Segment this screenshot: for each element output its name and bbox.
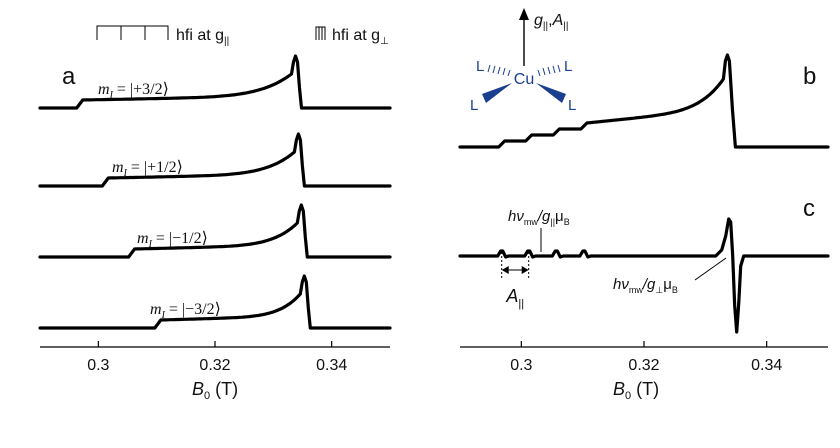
panel-b-label: b xyxy=(803,63,816,90)
g-symbol: g xyxy=(534,12,543,29)
ann-par-g-sub: || xyxy=(550,217,555,227)
panel-a-series-2-curve xyxy=(38,132,392,188)
ann-perp-slash-g: /g xyxy=(642,276,656,293)
ann-par-h: hν xyxy=(508,208,524,225)
panel-c-tick-label-0: 0.3 xyxy=(510,357,532,374)
a-sub: || xyxy=(563,21,568,32)
a-parallel-symbol: A xyxy=(505,286,518,306)
ann-perp-g-sub: ⊥ xyxy=(655,285,663,295)
ligand-label-front-right: L xyxy=(568,97,576,114)
panel-a-series-3-label: mI = |−1/2⟩ xyxy=(137,230,208,250)
a-parallel-spacing-marker: A|| xyxy=(501,252,530,310)
panel-c-x-label-symbol: B xyxy=(613,379,625,399)
hfi-parallel-stick-pattern xyxy=(96,25,169,40)
a-symbol: A xyxy=(552,12,564,29)
hfi-perp-label: hfi at g xyxy=(332,27,380,44)
annotation-parallel-resonance: hνmw/g||μB xyxy=(508,208,570,252)
ann-par-mu-sub: B xyxy=(564,217,570,227)
panel-c: c hνmw/g||μB hνmw/g⊥μB A|| xyxy=(458,195,830,402)
svg-text:hνmw/g⊥μB: hνmw/g⊥μB xyxy=(613,276,678,295)
panel-c-x-label-unit: (T) xyxy=(631,379,659,399)
ann-perp-h: hν xyxy=(613,276,629,293)
hfi-perp-stick-pattern xyxy=(315,26,326,40)
panel-a-series: mI = |+3/2⟩ mI = |+1/2⟩ mI = |−1/2⟩ mI = |−… xyxy=(38,54,392,330)
g-parallel-axis-arrowhead xyxy=(519,8,529,20)
svg-text:hνmw/g||μB: hνmw/g||μB xyxy=(508,208,570,227)
hfi-perp-sub: ⊥ xyxy=(380,36,389,47)
panel-c-x-label: B0 (T) xyxy=(613,379,659,402)
panel-c-x-ticks: 0.3 0.32 0.34 xyxy=(510,341,782,374)
ann-par-slash-g: /g xyxy=(537,208,551,225)
panel-a-x-label-unit: (T) xyxy=(210,379,238,399)
panel-b: g||,A|| Cu L L L L b xyxy=(458,8,830,149)
wedge-bond-right xyxy=(536,83,566,103)
ann-perp-mu-sub: B xyxy=(672,285,678,295)
panel-a-x-label-symbol: B xyxy=(192,379,204,399)
panel-b-absorption-curve xyxy=(458,53,830,149)
panel-a-series-2-label: mI = |+1/2⟩ xyxy=(112,159,183,179)
hfi-parallel-legend: hfi at g|| xyxy=(96,25,229,47)
hashed-bond-right xyxy=(537,64,561,77)
panel-a-label: a xyxy=(62,63,76,90)
panel-c-derivative-curve xyxy=(458,217,830,334)
a-parallel-label: A|| xyxy=(505,286,524,310)
g-a-axis-label: g||,A|| xyxy=(534,12,568,32)
panel-a-tick-label-2: 0.34 xyxy=(316,357,347,374)
panel-a-series-1-label: mI = |+3/2⟩ xyxy=(98,81,169,101)
panel-a-series-3-curve xyxy=(38,203,392,259)
panel-a: hfi at g|| hfi at g⊥ a mI = |+3/2⟩mI = |… xyxy=(38,25,392,402)
hashed-bond-left xyxy=(487,64,511,77)
hfi-parallel-label: hfi at g xyxy=(176,27,224,44)
a-parallel-arrowhead-left xyxy=(501,266,509,274)
panel-a-series-4-label: mI = |−3/2⟩ xyxy=(150,301,221,321)
ann-perp-mu: μ xyxy=(663,276,672,293)
panel-c-tick-label-1: 0.32 xyxy=(628,357,659,374)
panel-c-x-label-sub: 0 xyxy=(625,390,631,402)
ann-par-mu: μ xyxy=(555,208,564,225)
annotation-perp-resonance: hνmw/g⊥μB xyxy=(613,257,727,295)
hfi-parallel-sub: || xyxy=(224,36,229,47)
ann-perp-mw: mw xyxy=(629,285,643,295)
panel-a-tick-label-0: 0.3 xyxy=(87,357,109,374)
a-parallel-sub: || xyxy=(518,298,524,310)
cu-center-label: Cu xyxy=(514,71,534,88)
panel-a-tick-label-1: 0.32 xyxy=(199,357,230,374)
panel-a-series-4-curve xyxy=(38,274,392,330)
hfi-perp-legend: hfi at g⊥ xyxy=(315,26,389,47)
a-parallel-arrowhead-right xyxy=(521,266,529,274)
ann-perp-pointer xyxy=(694,257,727,281)
panel-a-x-ticks: 0.3 0.32 0.34 xyxy=(87,341,347,374)
panel-a-x-label: B0 (T) xyxy=(192,379,238,402)
ligand-label-back-left: L xyxy=(476,58,484,75)
ligand-label-front-left: L xyxy=(470,97,478,114)
panel-c-tick-label-2: 0.34 xyxy=(751,357,782,374)
panel-a-x-label-sub: 0 xyxy=(204,390,210,402)
ann-par-mw: mw xyxy=(524,217,538,227)
panel-c-label: c xyxy=(803,195,815,222)
g-sub: || xyxy=(543,21,548,32)
cu-complex-inset: g||,A|| Cu L L L L xyxy=(470,8,576,114)
svg-text:hfi at g||: hfi at g|| xyxy=(176,27,229,47)
svg-text:hfi at g⊥: hfi at g⊥ xyxy=(332,27,389,47)
ligand-label-back-right: L xyxy=(564,58,572,75)
panel-a-series-1-curve xyxy=(38,54,392,110)
wedge-bond-left xyxy=(482,83,512,103)
